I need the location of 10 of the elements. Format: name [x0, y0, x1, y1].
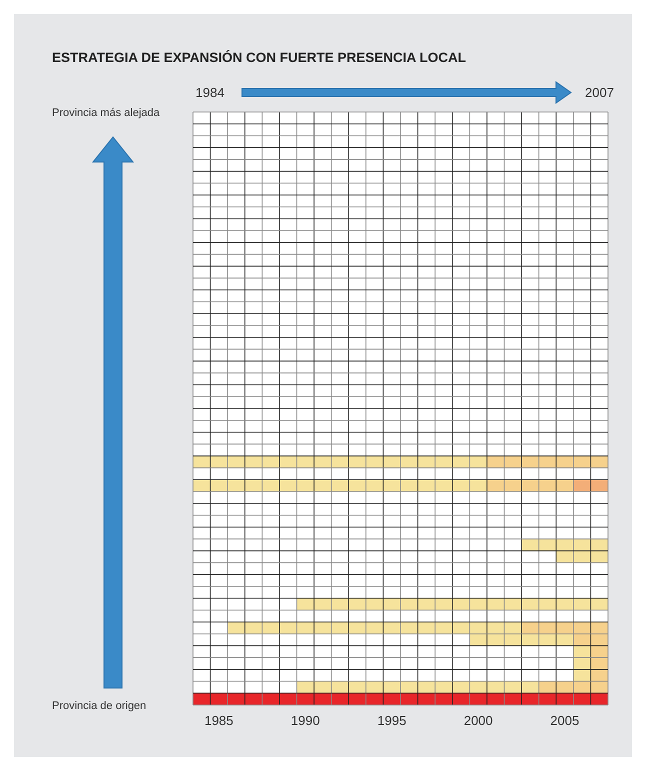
- text: 1984: [196, 85, 224, 100]
- x-tick-label: 2005: [550, 713, 580, 728]
- text: 2007: [585, 85, 614, 100]
- x-tick-label: 1985: [204, 713, 234, 728]
- text: Provincia de origen: [52, 700, 146, 712]
- x-tick-label: 2000: [464, 713, 493, 728]
- x-tick-label: 1990: [290, 713, 320, 728]
- text: Provincia más alejada: [52, 107, 160, 119]
- chart-title: ESTRATEGIA DE EXPANSIÓN CON FUERTE PRESENCIA LOCAL: [52, 50, 466, 65]
- x-tick-label: 1995: [377, 713, 406, 728]
